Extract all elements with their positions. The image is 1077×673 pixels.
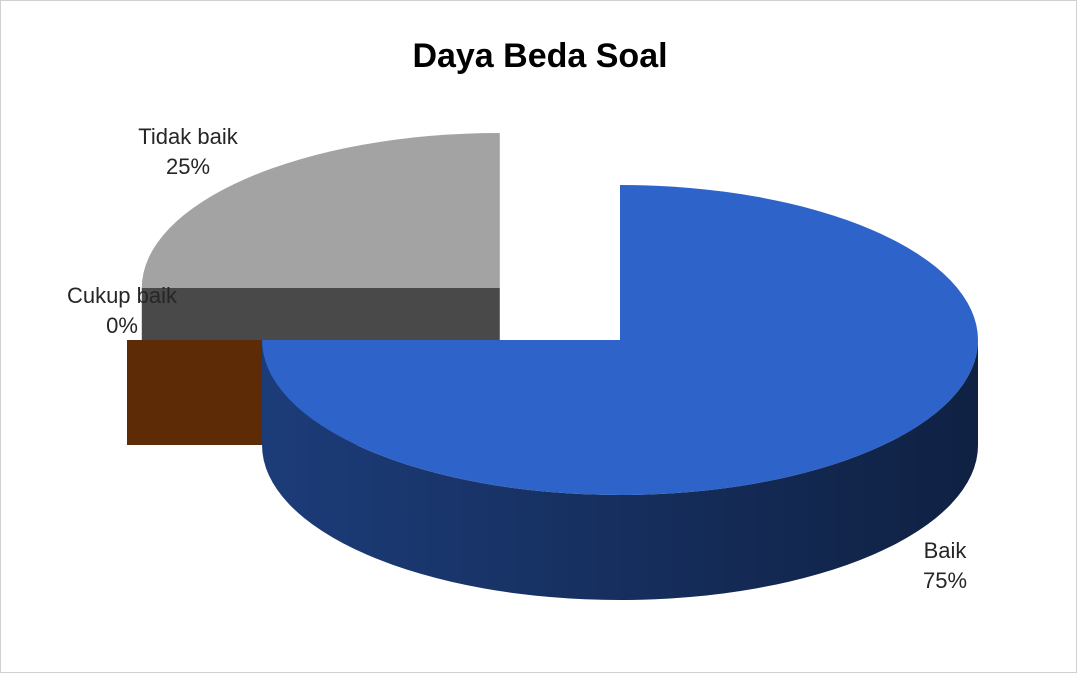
- data-label-value: 0%: [106, 313, 138, 338]
- data-label-value: 75%: [923, 568, 967, 593]
- slice-side-shade: [262, 340, 978, 600]
- data-label-category: Baik: [924, 538, 968, 563]
- data-label-category: Cukup baik: [67, 283, 178, 308]
- slice-top: [262, 185, 978, 495]
- pie: [127, 132, 978, 600]
- data-label-value: 25%: [166, 154, 210, 179]
- slice-top: [141, 132, 500, 288]
- chart-title: Daya Beda Soal: [412, 37, 667, 75]
- slice: [262, 185, 978, 600]
- labels: Baik 75% Cukup baik 0% Tidak baik 25%: [67, 124, 967, 593]
- data-label-category: Tidak baik: [138, 124, 238, 149]
